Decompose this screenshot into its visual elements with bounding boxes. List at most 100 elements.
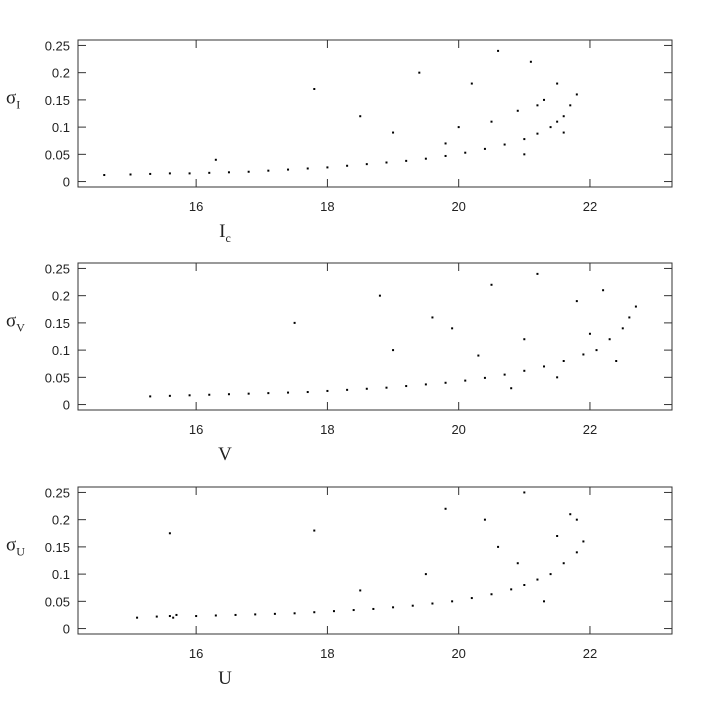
y-tick-label: 0.25 — [45, 485, 70, 500]
data-point — [490, 283, 493, 286]
data-point — [536, 132, 539, 135]
data-point — [188, 394, 191, 397]
y-axis-label: σV — [6, 311, 25, 335]
data-point — [267, 392, 270, 395]
data-point — [313, 611, 316, 614]
x-tick-label: 18 — [320, 646, 334, 661]
plot-frame — [77, 39, 673, 188]
data-point — [523, 491, 526, 494]
data-point — [582, 353, 585, 356]
y-tick-label: 0.25 — [45, 261, 70, 276]
data-point — [405, 385, 408, 388]
data-point — [155, 615, 158, 618]
x-tick-label: 20 — [451, 422, 465, 437]
data-point — [562, 131, 565, 134]
x-tick-label: 18 — [320, 199, 334, 214]
data-point — [569, 104, 572, 107]
data-point — [168, 172, 171, 175]
data-point — [267, 169, 270, 172]
data-point — [588, 332, 591, 335]
data-point — [562, 562, 565, 565]
data-point — [516, 109, 519, 112]
x-axis-label-text: U — [218, 668, 232, 689]
y-tick-label: 0.2 — [52, 66, 70, 81]
y-tick-label: 0.15 — [45, 540, 70, 555]
data-point — [444, 142, 447, 145]
data-point — [129, 173, 132, 176]
data-point — [634, 305, 637, 308]
data-point — [543, 600, 546, 603]
y-tick-label: 0.2 — [52, 513, 70, 528]
data-point — [424, 573, 427, 576]
data-point — [392, 606, 395, 609]
data-point — [497, 545, 500, 548]
data-point — [503, 373, 506, 376]
data-point — [451, 327, 454, 330]
data-point — [227, 171, 230, 174]
data-point — [227, 393, 230, 396]
data-point — [149, 172, 152, 175]
plot-frame — [77, 262, 673, 411]
data-point — [470, 82, 473, 85]
data-point — [543, 98, 546, 101]
data-point — [378, 294, 381, 297]
x-tick-label: 22 — [583, 199, 597, 214]
data-point — [103, 174, 106, 177]
x-tick-label: 22 — [583, 646, 597, 661]
data-point — [136, 616, 139, 619]
data-point — [214, 158, 217, 161]
y-tick-label: 0.1 — [52, 120, 70, 135]
data-point — [287, 168, 290, 171]
data-point — [385, 386, 388, 389]
data-point — [582, 540, 585, 543]
data-point — [444, 507, 447, 510]
data-point — [359, 115, 362, 118]
data-point — [510, 387, 513, 390]
data-point — [523, 584, 526, 586]
data-point — [392, 131, 395, 134]
data-point — [477, 354, 480, 357]
data-point — [536, 578, 539, 581]
data-point — [168, 394, 171, 397]
data-point — [523, 338, 526, 341]
data-point — [451, 600, 454, 603]
x-tick-label: 16 — [189, 646, 203, 661]
y-tick-label: 0.05 — [45, 594, 70, 609]
data-point — [313, 88, 316, 90]
y-axis-label-subscript: U — [16, 545, 25, 559]
y-tick-label: 0.1 — [52, 567, 70, 582]
data-point — [273, 612, 276, 615]
data-point — [470, 597, 473, 600]
data-point — [497, 49, 500, 52]
data-point — [392, 349, 395, 352]
data-point — [346, 164, 349, 167]
data-point — [562, 115, 565, 118]
data-point — [549, 126, 552, 129]
data-point — [168, 615, 171, 618]
data-point — [188, 172, 191, 175]
data-point — [405, 159, 408, 162]
data-point — [234, 613, 237, 616]
data-point — [483, 147, 486, 150]
y-tick-label: 0 — [63, 622, 70, 637]
x-axis-label: Ic — [219, 221, 231, 245]
data-point — [208, 393, 211, 396]
x-tick-label: 20 — [451, 199, 465, 214]
data-point — [595, 349, 598, 352]
data-point — [175, 613, 178, 616]
data-point — [562, 360, 565, 362]
data-point — [214, 614, 217, 617]
data-point — [346, 388, 349, 391]
data-point — [503, 143, 506, 146]
x-tick-label: 22 — [583, 422, 597, 437]
data-point — [326, 166, 329, 169]
data-point — [523, 138, 526, 141]
data-point — [385, 161, 388, 164]
data-point — [569, 513, 572, 516]
x-axis-label-text: I — [219, 221, 225, 242]
data-point — [490, 593, 493, 596]
data-point — [575, 300, 578, 303]
y-tick-label: 0.05 — [45, 370, 70, 385]
